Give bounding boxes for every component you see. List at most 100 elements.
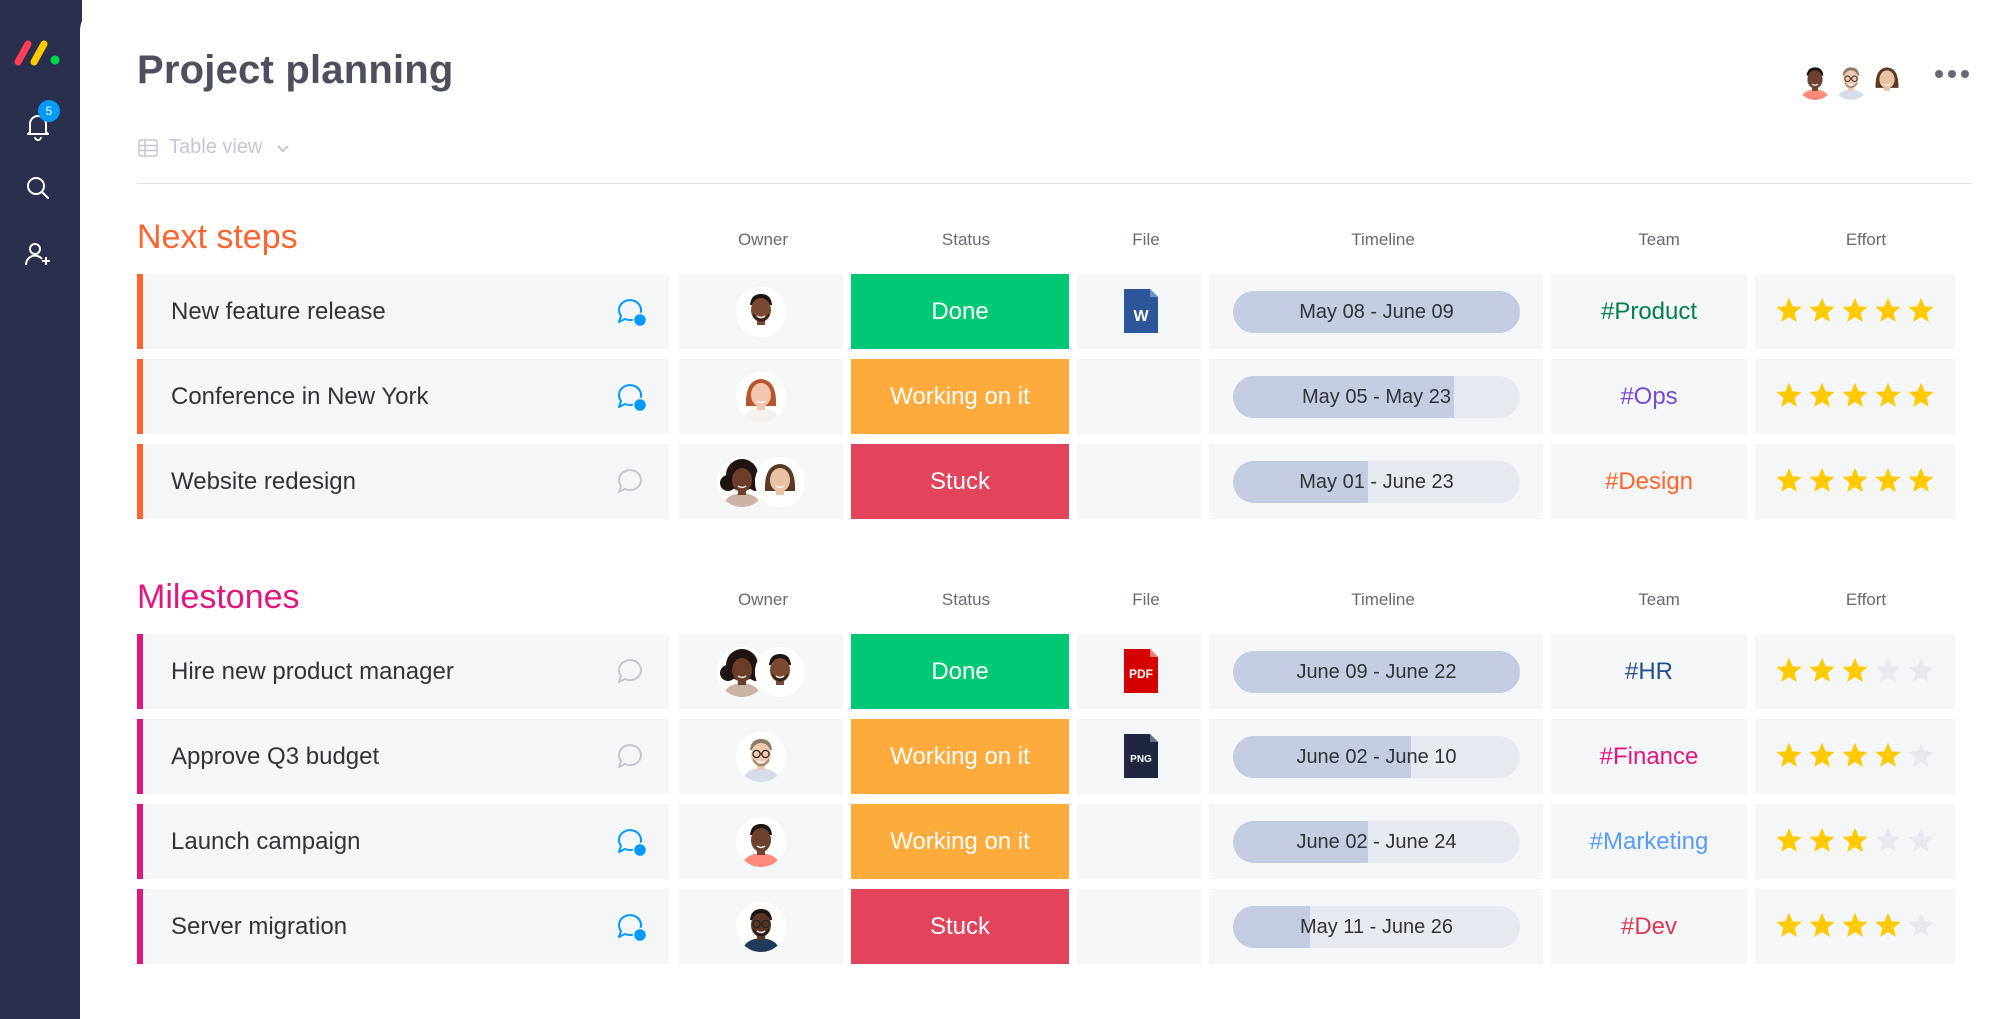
column-header-team[interactable]: Team	[1638, 230, 1680, 249]
file-cell[interactable]	[1077, 444, 1201, 519]
effort-rating[interactable]	[1755, 889, 1955, 964]
star-icon[interactable]	[1841, 826, 1869, 854]
file-cell[interactable]	[1077, 889, 1201, 964]
table-row[interactable]: Hire new product manager Done PDF	[137, 634, 1967, 709]
owner-cell[interactable]	[679, 359, 843, 434]
avatar[interactable]	[1794, 60, 1836, 102]
status-label[interactable]: Working on it	[851, 359, 1069, 434]
timeline-pill[interactable]: May 01 - June 23	[1233, 461, 1520, 503]
column-header-timeline[interactable]: Timeline	[1351, 230, 1415, 249]
star-icon[interactable]	[1874, 741, 1902, 769]
star-icon[interactable]	[1808, 466, 1836, 494]
owner-cell[interactable]	[679, 889, 843, 964]
avatar[interactable]	[755, 457, 805, 507]
item-name-cell[interactable]: Website redesign	[137, 444, 669, 519]
avatar[interactable]	[736, 902, 786, 952]
item-name[interactable]: Launch campaign	[171, 828, 361, 855]
star-icon[interactable]	[1808, 381, 1836, 409]
table-row[interactable]: Website redesign Stuck	[137, 444, 1967, 519]
star-icon[interactable]	[1874, 826, 1902, 854]
timeline-cell[interactable]: June 02 - June 10	[1209, 719, 1543, 794]
png-file-icon[interactable]: PNG	[1122, 732, 1160, 780]
updates-icon[interactable]	[615, 741, 647, 773]
updates-icon[interactable]	[615, 466, 647, 498]
timeline-pill[interactable]: May 08 - June 09	[1233, 291, 1520, 333]
effort-rating[interactable]	[1755, 359, 1955, 434]
star-icon[interactable]	[1874, 381, 1902, 409]
item-name[interactable]: Hire new product manager	[171, 658, 454, 685]
column-header-status[interactable]: Status	[941, 590, 991, 609]
updates-active-icon[interactable]	[615, 296, 647, 328]
status-label[interactable]: Stuck	[851, 444, 1069, 519]
effort-rating[interactable]	[1755, 444, 1955, 519]
timeline-cell[interactable]: May 11 - June 26	[1209, 889, 1543, 964]
item-name[interactable]: Conference in New York	[171, 383, 429, 410]
star-icon[interactable]	[1907, 381, 1935, 409]
star-icon[interactable]	[1808, 656, 1836, 684]
avatar[interactable]	[1830, 60, 1872, 102]
item-name-cell[interactable]: Hire new product manager	[137, 634, 669, 709]
pdf-file-icon[interactable]: PDF	[1122, 647, 1160, 695]
star-icon[interactable]	[1874, 296, 1902, 324]
effort-rating[interactable]	[1755, 719, 1955, 794]
column-header-timeline[interactable]: Timeline	[1351, 590, 1415, 609]
owner-cell[interactable]	[679, 719, 843, 794]
team-tag[interactable]: #Product	[1551, 274, 1747, 349]
avatar[interactable]	[1866, 60, 1908, 102]
owner-cell[interactable]	[679, 634, 843, 709]
avatar[interactable]	[736, 372, 786, 422]
file-cell[interactable]	[1077, 804, 1201, 879]
table-row[interactable]: Launch campaign Working on it June 02 - …	[137, 804, 1967, 879]
file-cell[interactable]	[1077, 359, 1201, 434]
timeline-cell[interactable]: May 05 - May 23	[1209, 359, 1543, 434]
timeline-pill[interactable]: June 02 - June 24	[1233, 821, 1520, 863]
column-header-owner[interactable]: Owner	[737, 590, 789, 609]
star-icon[interactable]	[1907, 296, 1935, 324]
star-icon[interactable]	[1841, 381, 1869, 409]
column-header-status[interactable]: Status	[941, 230, 991, 249]
star-icon[interactable]	[1841, 741, 1869, 769]
column-header-effort[interactable]: Effort	[1845, 590, 1887, 609]
star-icon[interactable]	[1775, 911, 1803, 939]
star-icon[interactable]	[1808, 911, 1836, 939]
status-label[interactable]: Done	[851, 274, 1069, 349]
effort-rating[interactable]	[1755, 804, 1955, 879]
updates-active-icon[interactable]	[615, 826, 647, 858]
star-icon[interactable]	[1907, 741, 1935, 769]
timeline-pill[interactable]: May 11 - June 26	[1233, 906, 1520, 948]
star-icon[interactable]	[1808, 741, 1836, 769]
timeline-pill[interactable]: June 09 - June 22	[1233, 651, 1520, 693]
avatar[interactable]	[736, 287, 786, 337]
item-name[interactable]: New feature release	[171, 298, 386, 325]
team-tag[interactable]: #HR	[1551, 634, 1747, 709]
status-label[interactable]: Stuck	[851, 889, 1069, 964]
table-row[interactable]: Server migration Stuck May 11 - June 26	[137, 889, 1967, 964]
star-icon[interactable]	[1775, 381, 1803, 409]
timeline-pill[interactable]: May 05 - May 23	[1233, 376, 1520, 418]
timeline-cell[interactable]: June 02 - June 24	[1209, 804, 1543, 879]
file-cell[interactable]: PDF	[1077, 634, 1201, 709]
team-tag[interactable]: #Design	[1551, 444, 1747, 519]
team-tag[interactable]: #Ops	[1551, 359, 1747, 434]
search-button[interactable]	[16, 166, 60, 210]
status-label[interactable]: Working on it	[851, 804, 1069, 879]
group-title[interactable]: Next steps	[137, 218, 298, 256]
column-header-file[interactable]: File	[1132, 230, 1160, 249]
owner-cell[interactable]	[679, 804, 843, 879]
invite-members-button[interactable]	[16, 232, 60, 276]
item-name-cell[interactable]: New feature release	[137, 274, 669, 349]
star-icon[interactable]	[1907, 911, 1935, 939]
notifications-button[interactable]: 5	[16, 100, 60, 148]
star-icon[interactable]	[1874, 466, 1902, 494]
owner-cell[interactable]	[679, 274, 843, 349]
star-icon[interactable]	[1841, 911, 1869, 939]
star-icon[interactable]	[1775, 741, 1803, 769]
item-name[interactable]: Server migration	[171, 913, 348, 940]
monday-logo[interactable]	[14, 36, 64, 68]
star-icon[interactable]	[1907, 656, 1935, 684]
avatar[interactable]	[717, 457, 767, 507]
column-header-file[interactable]: File	[1132, 590, 1160, 609]
updates-active-icon[interactable]	[615, 911, 647, 943]
item-name-cell[interactable]: Launch campaign	[137, 804, 669, 879]
star-icon[interactable]	[1841, 466, 1869, 494]
